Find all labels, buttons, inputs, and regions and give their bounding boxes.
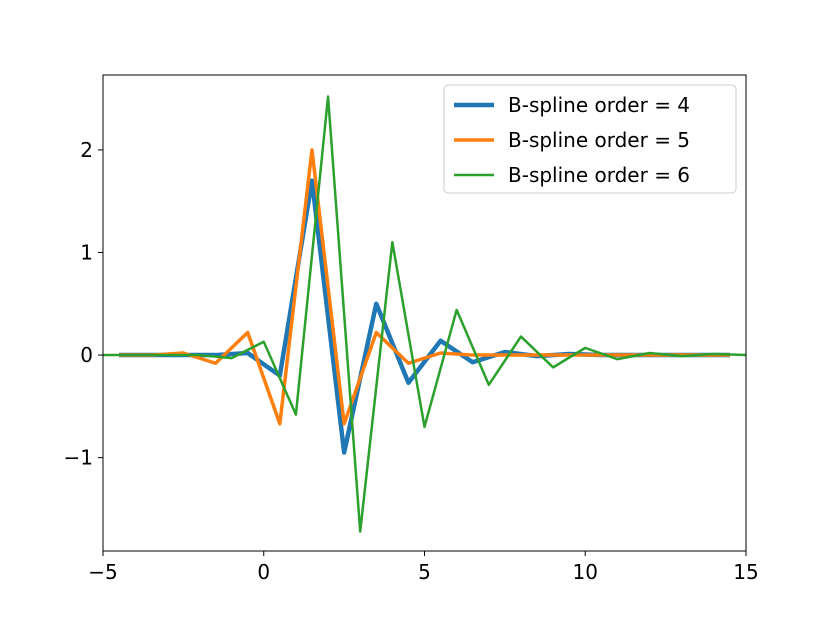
y-tick-label: 0 — [80, 343, 93, 367]
legend-label: B-spline order = 5 — [508, 128, 690, 152]
y-tick-label: 2 — [80, 138, 93, 162]
legend-box — [443, 84, 737, 194]
x-tick-label: 0 — [257, 560, 270, 584]
series-line — [103, 95, 746, 533]
x-tick-label: 10 — [573, 560, 598, 584]
x-tick-label: −5 — [88, 560, 117, 584]
y-tick-label: 1 — [80, 240, 93, 264]
series-line — [119, 178, 730, 455]
legend-label: B-spline order = 4 — [508, 93, 690, 117]
y-tick-label: −1 — [64, 446, 93, 470]
x-tick-label: 15 — [733, 560, 758, 584]
plot-area — [103, 95, 746, 533]
x-tick-label: 5 — [418, 560, 431, 584]
legend-label: B-spline order = 6 — [508, 163, 690, 187]
